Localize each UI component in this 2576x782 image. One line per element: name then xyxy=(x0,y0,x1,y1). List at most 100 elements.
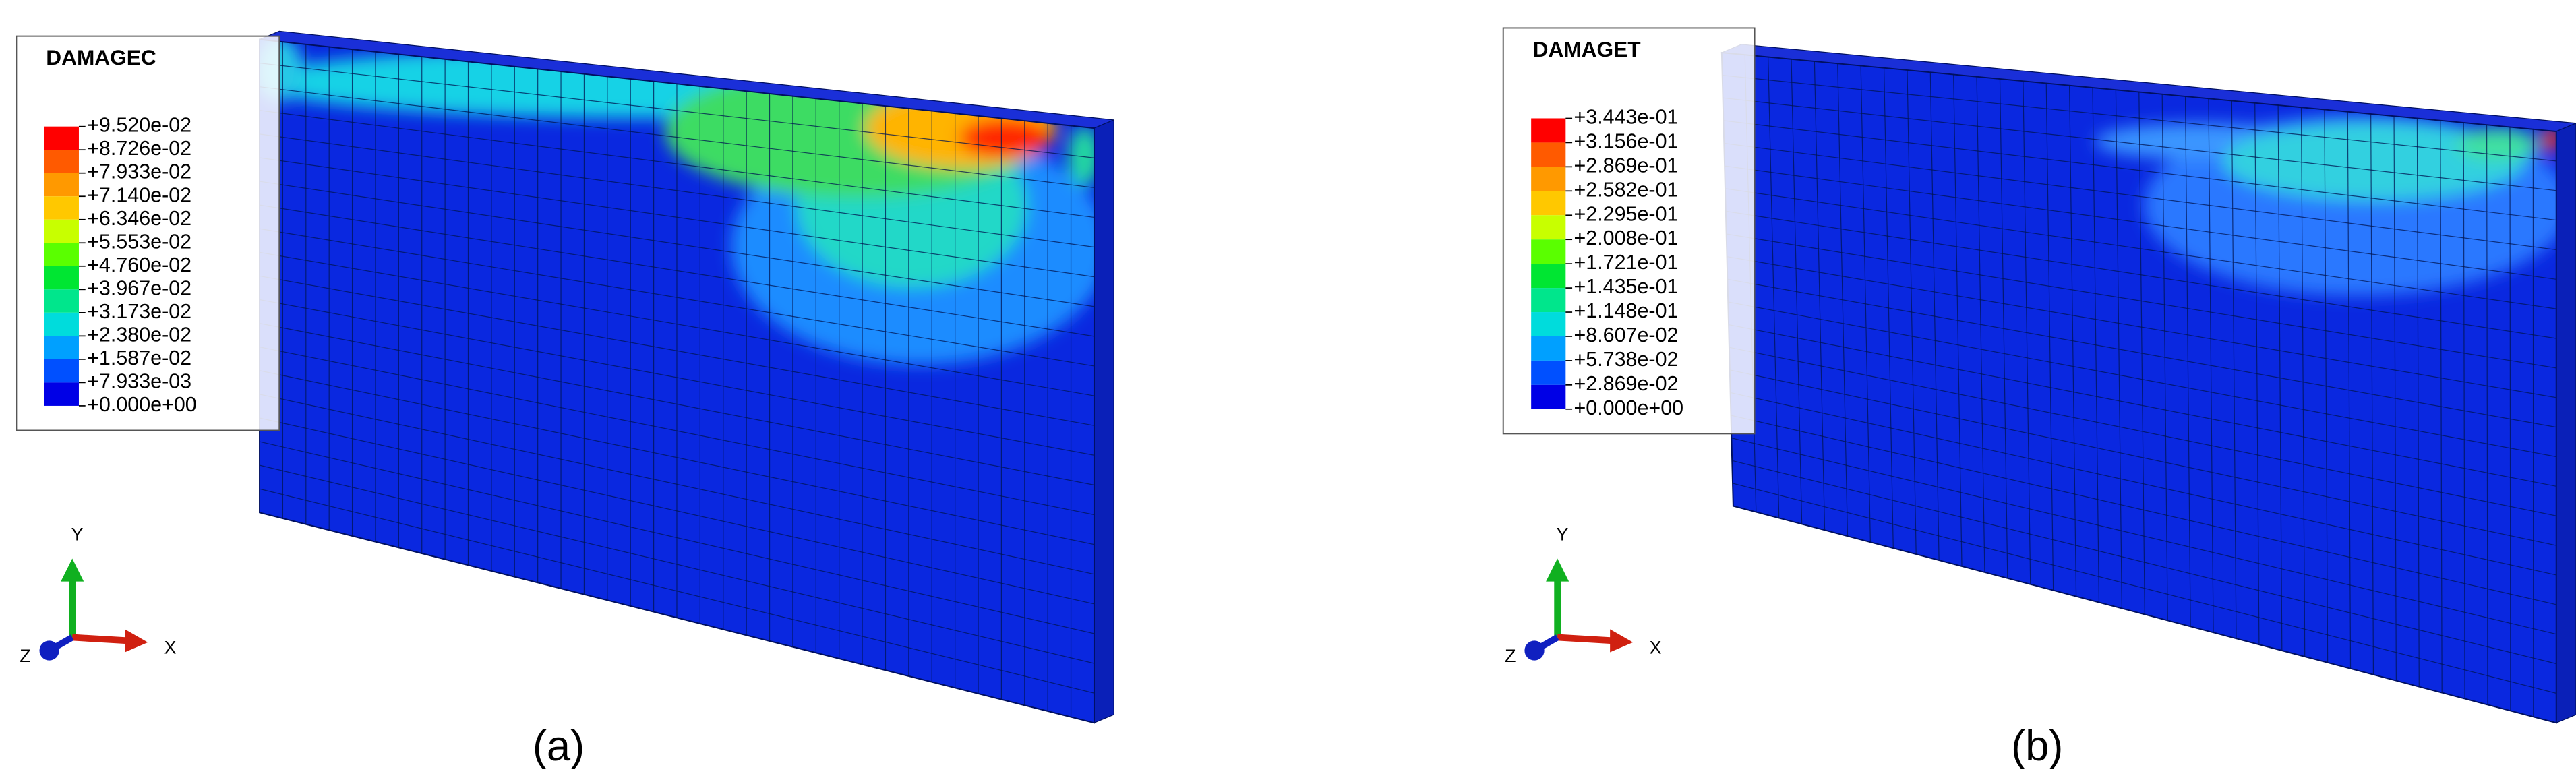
legend-label: +3.967e-02 xyxy=(87,276,191,299)
mesh-line xyxy=(1728,301,2556,458)
legend-label: +4.760e-02 xyxy=(87,253,191,276)
legend-label: +0.000e+00 xyxy=(1574,396,1684,419)
axis-x-arrow xyxy=(71,634,129,644)
legend-color xyxy=(44,219,79,243)
mesh-line xyxy=(260,157,1094,278)
mesh-line xyxy=(260,464,1094,664)
legend-label: +8.726e-02 xyxy=(87,137,191,160)
legend-color xyxy=(1531,215,1566,240)
mesh-line xyxy=(1729,347,2556,516)
mesh-line xyxy=(260,62,1094,158)
mesh-line xyxy=(1726,233,2556,369)
axis-label: X xyxy=(164,638,177,658)
axis-label: Y xyxy=(1557,524,1569,545)
legend-label: +7.933e-03 xyxy=(87,369,191,392)
mesh-line xyxy=(260,323,1094,485)
legend-color xyxy=(44,126,79,150)
legend-title: DAMAGET xyxy=(1533,37,1641,61)
mesh-line xyxy=(1725,210,2556,339)
legend-label: +0.000e+00 xyxy=(87,393,197,416)
axis-x-arrow xyxy=(1557,634,1614,644)
mesh-line xyxy=(260,299,1094,456)
caption: (a) xyxy=(533,723,585,770)
mesh-line xyxy=(1724,142,2556,251)
mesh-line xyxy=(260,110,1094,218)
legend-color xyxy=(44,312,79,336)
axis-z-head xyxy=(1524,640,1545,661)
contour-region xyxy=(959,118,1052,158)
legend-color xyxy=(1531,360,1566,385)
legend-label: +2.008e-01 xyxy=(1574,227,1679,249)
legend-label: +1.435e-01 xyxy=(1574,275,1679,298)
mesh-line xyxy=(1727,256,2556,398)
legend-color xyxy=(1531,167,1566,191)
legend-label: +7.933e-02 xyxy=(87,160,191,183)
legend-title: DAMAGEC xyxy=(46,45,156,69)
axis-z-head xyxy=(39,640,59,661)
axis-x-head xyxy=(1610,629,1634,653)
legend-color xyxy=(1531,288,1566,313)
mesh-line xyxy=(260,417,1094,605)
legend-color xyxy=(1531,264,1566,289)
legend-label: +5.738e-02 xyxy=(1574,348,1679,371)
mesh-line xyxy=(1722,75,2556,162)
contour xyxy=(1721,53,2556,723)
axis-label: X xyxy=(1650,638,1662,658)
contour-region xyxy=(2223,121,2525,201)
mesh-line xyxy=(260,275,1094,426)
contour-region xyxy=(2456,128,2538,161)
legend-label: +3.443e-01 xyxy=(1574,106,1679,129)
legend-color xyxy=(1531,336,1566,361)
legend-label: +3.156e-01 xyxy=(1574,129,1679,152)
axis-label: Y xyxy=(71,524,84,545)
mesh-line xyxy=(1729,369,2556,546)
legend-color xyxy=(44,266,79,290)
legend-label: +1.721e-01 xyxy=(1574,251,1679,274)
legend-color xyxy=(44,150,79,173)
mesh-line xyxy=(1727,278,2556,428)
contour-region xyxy=(2543,126,2556,153)
legend-label: +2.582e-01 xyxy=(1574,178,1679,201)
mesh-line xyxy=(1725,165,2556,280)
legend-color xyxy=(44,243,79,266)
mesh-line xyxy=(1723,120,2556,221)
axis-label: Z xyxy=(1505,646,1516,666)
mesh-line xyxy=(260,441,1094,634)
legend-label: +2.380e-02 xyxy=(87,323,191,346)
mesh-line xyxy=(1731,438,2556,635)
slab-side xyxy=(2556,123,2576,724)
mesh-line xyxy=(260,370,1094,545)
legend-label: +7.140e-02 xyxy=(87,183,191,206)
legend-color xyxy=(44,196,79,220)
axis-x-head xyxy=(125,629,148,653)
panel: DAMAGEC+9.520e-02+8.726e-02+7.933e-02+7.… xyxy=(16,30,1114,770)
mesh-line xyxy=(1732,460,2556,665)
mesh-line xyxy=(1728,324,2556,487)
legend-color xyxy=(1531,312,1566,336)
contour-region xyxy=(1067,126,1094,186)
mesh-line xyxy=(260,86,1094,188)
legend-color xyxy=(1531,239,1566,264)
mesh-line xyxy=(1725,188,2556,309)
mesh-line xyxy=(1731,415,2556,605)
legend-label: +2.295e-01 xyxy=(1574,202,1679,225)
legend-label: +6.346e-02 xyxy=(87,207,191,230)
legend-label: +1.587e-02 xyxy=(87,347,191,369)
legend-color xyxy=(44,336,79,359)
mesh-line xyxy=(260,133,1094,248)
panel: DAMAGET+3.443e-01+3.156e-01+2.869e-01+2.… xyxy=(1502,27,2576,770)
legend-color xyxy=(1531,142,1566,167)
axis-y-head xyxy=(61,558,84,582)
mesh-line xyxy=(260,251,1094,396)
legend-color xyxy=(1531,191,1566,216)
mesh-line xyxy=(260,347,1094,516)
mesh-line xyxy=(260,394,1094,575)
legend-color xyxy=(1531,118,1566,143)
contour-blobs xyxy=(2094,115,2556,296)
legend-color xyxy=(1531,384,1566,409)
legend-label: +1.148e-01 xyxy=(1574,299,1679,322)
mesh-line xyxy=(260,181,1094,307)
slab-side xyxy=(1094,119,1114,724)
axis-label: Z xyxy=(20,646,30,666)
